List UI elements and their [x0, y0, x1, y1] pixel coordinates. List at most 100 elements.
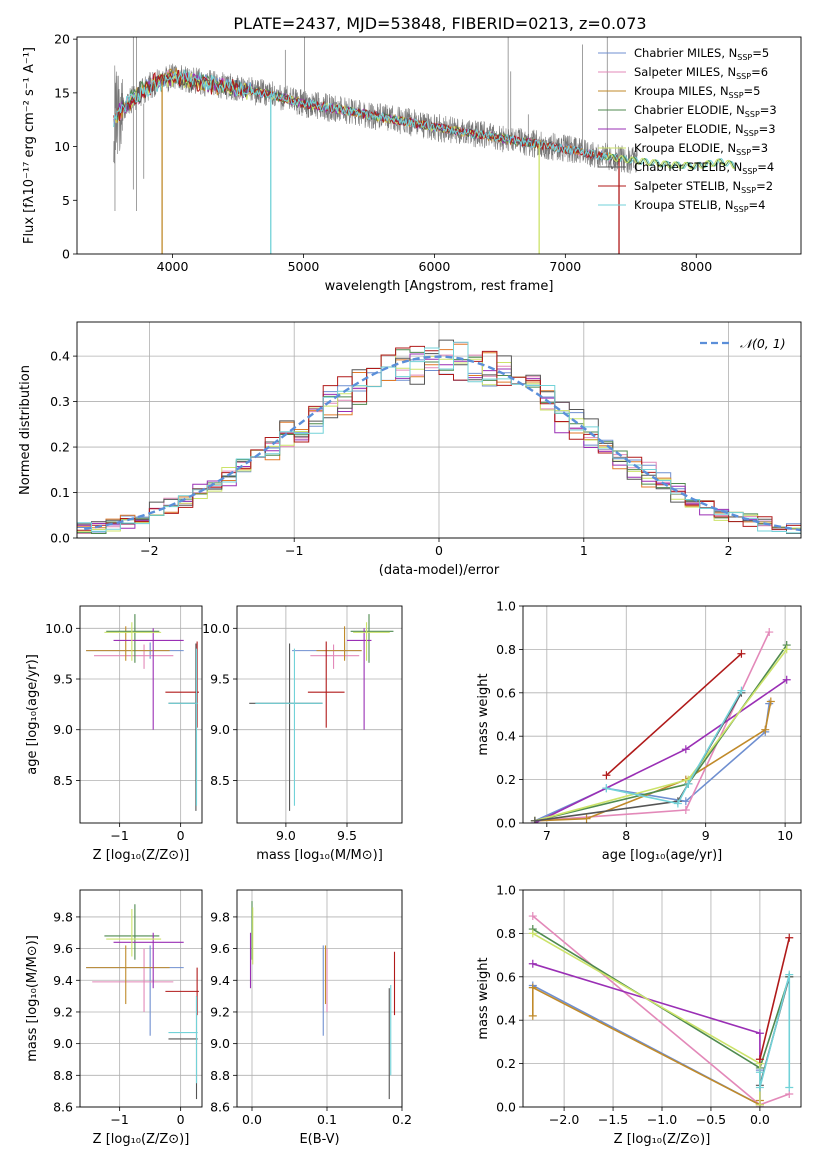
legend-subscript: SSP: [734, 205, 749, 214]
weight-series-marker: [765, 628, 774, 637]
y-tick-label: 0.0: [496, 1100, 516, 1115]
x-tick-label: −2: [140, 543, 158, 558]
axes-frame: [76, 36, 802, 255]
weight-series-line: [759, 937, 791, 1060]
x-tick-label: 10: [777, 828, 793, 843]
legend-suffix: =2: [756, 179, 773, 193]
x-tick-label: 0: [177, 1112, 185, 1127]
y-tick-label: 9.8: [210, 909, 230, 924]
x-tick-label: 9: [702, 828, 710, 843]
weight-series-marker: [785, 970, 794, 979]
plot-area: [528, 912, 794, 1107]
y-tick-label: 0.1: [50, 485, 70, 500]
legend-suffix: =5: [744, 84, 761, 98]
x-axis-label: Z [log₁₀(Z/Z⊙)]: [614, 1132, 711, 1147]
age-vs-mass-panel: 9.0 9.5 8.5 9.0 9.5 10.0 mass [log₁₀(M/M⊙)]: [202, 605, 403, 863]
weight-series-marker: [755, 1083, 764, 1092]
y-axis-label: mass weight: [476, 957, 491, 1039]
y-tick-label: 9.0: [53, 722, 73, 737]
y-axis-label: Normed distribution: [18, 365, 33, 495]
weight-series-marker: [681, 805, 690, 814]
y-tick-label: 0.8: [496, 642, 516, 657]
y-axis-label: mass [log₁₀(M/M⊙)]: [25, 935, 40, 1062]
weight-vs-age-panel: 7 8 9 10 0.0 0.2 0.4 0.6 0.8 1.0 age [log₁₀(age/yr…: [476, 599, 802, 863]
legend-label: Chabrier MILES, NSSP=5: [634, 46, 769, 62]
x-tick-label: 5000: [288, 259, 320, 274]
y-tick-label: 0.0: [50, 531, 70, 546]
y-tick-label: 20: [54, 32, 70, 47]
y-tick-label: 0.2: [50, 440, 70, 455]
y-tick-label: 9.5: [53, 672, 73, 687]
weight-series-marker: [528, 912, 537, 921]
legend-label: Salpeter ELODIE, NSSP=3: [634, 122, 776, 138]
weight-series-marker: [673, 799, 682, 808]
weight-series-line: [759, 974, 791, 1088]
x-tick-label: 6000: [419, 259, 451, 274]
weight-series-marker: [755, 1100, 764, 1107]
plot-area: [77, 339, 801, 534]
axes-frame: [522, 605, 802, 824]
legend-suffix: =3: [760, 103, 777, 117]
y-tick-label: 9.8: [53, 909, 73, 924]
x-axis-label: age [log₁₀(age/yr)]: [602, 848, 723, 863]
x-tick-label: 0.2: [392, 1112, 412, 1127]
legend-subscript: SSP: [729, 91, 744, 100]
x-tick-label: 8: [622, 828, 630, 843]
weight-series-marker: [785, 933, 794, 942]
weight-series-marker: [681, 745, 690, 754]
x-tick-label: 4000: [157, 259, 189, 274]
y-tick-label: 5: [62, 193, 70, 208]
weight-series-marker: [766, 697, 775, 706]
y-tick-label: 0.2: [496, 1056, 516, 1071]
y-tick-label: 15: [54, 85, 70, 100]
model-spectrum-tail: [604, 153, 736, 170]
x-axis-label: mass [log₁₀(M/M⊙)]: [256, 848, 383, 863]
y-tick-label: 9.0: [53, 1036, 73, 1051]
histogram-series: [77, 341, 801, 534]
legend-suffix: =3: [759, 122, 776, 136]
legend-label: 𝒩(0, 1): [740, 336, 786, 351]
x-tick-label: 7: [543, 828, 551, 843]
x-tick-label: −1.0: [647, 1112, 677, 1127]
x-tick-label: 9.0: [276, 828, 296, 843]
weight-series-marker: [785, 1083, 794, 1092]
axes-frame: [76, 321, 802, 539]
y-tick-label: 0.8: [496, 926, 516, 941]
weight-series-marker: [582, 814, 591, 823]
weight-series-marker: [755, 1068, 764, 1077]
y-tick-label: 9.2: [53, 1004, 73, 1019]
weight-series-marker: [761, 725, 770, 734]
x-tick-label: 0: [435, 543, 443, 558]
legend-subscript: SSP: [744, 129, 759, 138]
legend-suffix: =4: [749, 198, 766, 212]
y-tick-label: 9.6: [53, 941, 73, 956]
y-tick-label: 9.2: [210, 1004, 230, 1019]
y-tick-label: 9.0: [210, 1036, 230, 1051]
x-tick-label: 9.5: [337, 828, 357, 843]
legend-subscript: SSP: [736, 148, 751, 157]
y-tick-label: 9.0: [210, 722, 230, 737]
x-tick-label: 8000: [680, 259, 712, 274]
y-tick-label: 8.5: [210, 773, 230, 788]
legend-subscript: SSP: [745, 110, 760, 119]
legend-subscript: SSP: [736, 72, 751, 81]
x-axis-label: E(B-V): [299, 1132, 339, 1147]
legend-label: Chabrier STELIB, NSSP=4: [634, 160, 774, 176]
x-tick-label: −1: [110, 828, 128, 843]
x-tick-label: −1.5: [598, 1112, 628, 1127]
plot-area: [86, 904, 199, 1100]
weight-series-line: [606, 690, 743, 805]
plot-area: [113, 37, 736, 254]
weight-series-marker: [528, 1011, 537, 1020]
x-axis-label: (data-model)/error: [379, 563, 500, 578]
y-axis-label: age [log₁₀(age/yr)]: [25, 654, 40, 775]
x-axis-label: wavelength [Angstrom, rest frame]: [325, 279, 554, 294]
axes-frame: [79, 605, 203, 824]
weight-series-line: [605, 653, 742, 776]
legend-label: Salpeter STELIB, NSSP=2: [634, 179, 773, 195]
legend-subscript: SSP: [741, 186, 756, 195]
legend-label: Salpeter MILES, NSSP=6: [634, 65, 768, 81]
x-axis-label: Z [log₁₀(Z/Z⊙)]: [93, 1132, 190, 1147]
